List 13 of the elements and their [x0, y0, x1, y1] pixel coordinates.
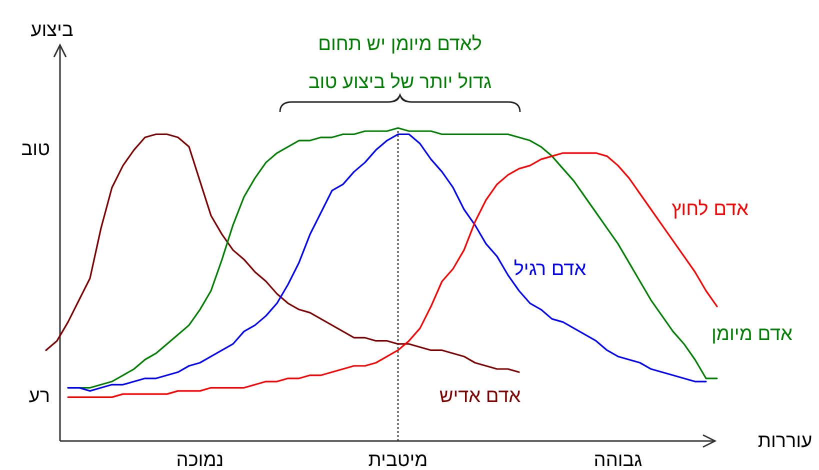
- series-label: אדם רגיל: [514, 259, 586, 280]
- text: לאדם מיומן יש תחום: [318, 34, 482, 55]
- text: גדול יותר של ביצוע טוב: [308, 72, 492, 93]
- series-label: אדם לחוץ: [672, 199, 748, 220]
- x-tick-label: מיטבית: [368, 450, 428, 470]
- series-label: אדם מיומן: [712, 324, 793, 345]
- y-axis-title: ביצוע: [30, 20, 74, 41]
- series-label: אדם אדיש: [439, 386, 521, 407]
- x-axis-title: עוררות: [758, 431, 812, 452]
- x-tick-label: נמוכה: [176, 450, 224, 470]
- x-tick-label: גבוהה: [594, 450, 642, 470]
- annotation: טוב: [21, 139, 50, 160]
- annotation: רע: [28, 386, 50, 407]
